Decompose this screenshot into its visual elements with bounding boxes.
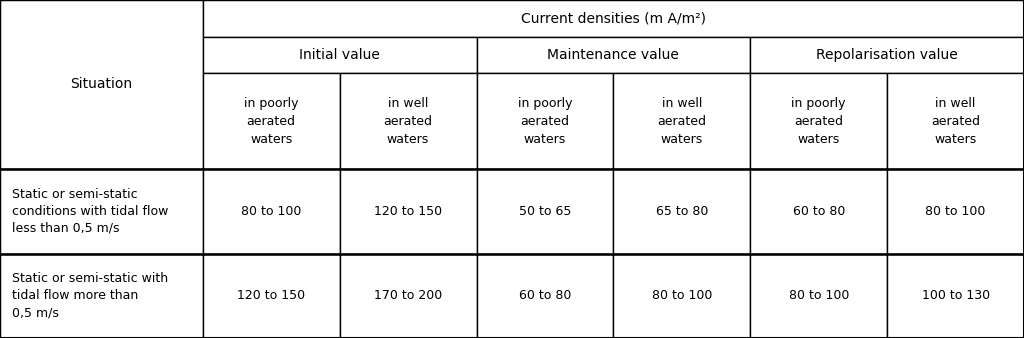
Text: 65 to 80: 65 to 80 [655, 205, 708, 218]
Text: Current densities (m A/m²): Current densities (m A/m²) [521, 11, 706, 25]
Bar [613, 73, 751, 169]
Bar [476, 169, 613, 254]
Bar [613, 254, 751, 338]
Text: 80 to 100: 80 to 100 [926, 205, 986, 218]
Bar [887, 73, 1024, 169]
Text: 50 to 65: 50 to 65 [519, 205, 571, 218]
Text: Static or semi-static
conditions with tidal flow
less than 0,5 m/s: Static or semi-static conditions with ti… [12, 188, 169, 235]
Bar [613, 169, 751, 254]
Text: 60 to 80: 60 to 80 [793, 205, 845, 218]
Text: in well
aerated
waters: in well aerated waters [657, 97, 707, 145]
Text: in poorly
aerated
waters: in poorly aerated waters [518, 97, 572, 145]
Bar [751, 37, 1024, 73]
Bar [203, 169, 340, 254]
Bar [751, 254, 887, 338]
Text: 120 to 150: 120 to 150 [238, 289, 305, 302]
Bar [0, 254, 203, 338]
Bar [476, 254, 613, 338]
Bar [887, 169, 1024, 254]
Bar [751, 169, 887, 254]
Text: 170 to 200: 170 to 200 [374, 289, 442, 302]
Bar [0, 169, 203, 254]
Bar [340, 254, 476, 338]
Text: 120 to 150: 120 to 150 [374, 205, 442, 218]
Text: Situation: Situation [71, 77, 132, 92]
Text: 60 to 80: 60 to 80 [519, 289, 571, 302]
Text: Initial value: Initial value [299, 48, 380, 62]
Text: in poorly
aerated
waters: in poorly aerated waters [244, 97, 298, 145]
Text: Repolarisation value: Repolarisation value [816, 48, 958, 62]
Text: in well
aerated
waters: in well aerated waters [931, 97, 980, 145]
Bar [203, 37, 476, 73]
Bar [203, 254, 340, 338]
Text: in poorly
aerated
waters: in poorly aerated waters [792, 97, 846, 145]
Bar [340, 73, 476, 169]
Bar [751, 73, 887, 169]
Text: 80 to 100: 80 to 100 [788, 289, 849, 302]
Bar [340, 169, 476, 254]
Text: 80 to 100: 80 to 100 [651, 289, 712, 302]
Bar [203, 0, 1024, 37]
Bar [476, 37, 751, 73]
Bar [887, 254, 1024, 338]
Text: in well
aerated
waters: in well aerated waters [384, 97, 432, 145]
Bar [0, 0, 203, 169]
Bar [203, 73, 340, 169]
Bar [476, 73, 613, 169]
Text: 80 to 100: 80 to 100 [241, 205, 301, 218]
Text: Maintenance value: Maintenance value [548, 48, 679, 62]
Text: Static or semi-static with
tidal flow more than
0,5 m/s: Static or semi-static with tidal flow mo… [12, 272, 168, 319]
Text: 100 to 130: 100 to 130 [922, 289, 989, 302]
